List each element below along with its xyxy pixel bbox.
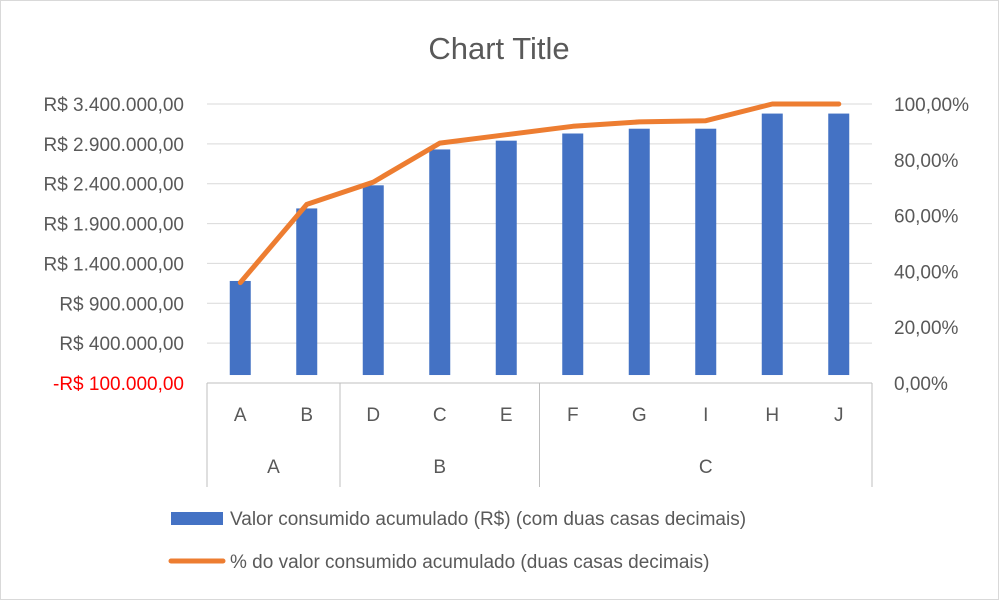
bar <box>429 149 451 376</box>
category-label: H <box>765 405 779 426</box>
left-tick-label: R$ 900.000,00 <box>59 294 184 315</box>
bar <box>296 208 318 376</box>
right-tick-label: 0,00% <box>894 374 948 395</box>
left-tick-label: R$ 2.400.000,00 <box>43 175 184 196</box>
group-label: A <box>267 457 280 478</box>
left-tick-label: R$ 1.900.000,00 <box>43 215 184 236</box>
bar <box>229 280 251 376</box>
bar <box>761 113 783 376</box>
left-tick-label: R$ 1.400.000,00 <box>43 254 184 275</box>
bar <box>362 185 384 376</box>
category-label: B <box>300 405 313 426</box>
category-label: F <box>567 405 579 426</box>
left-tick-label: -R$ 100.000,00 <box>53 374 184 395</box>
legend: Valor consumido acumulado (R$) (com duas… <box>168 509 746 573</box>
bar <box>828 113 850 376</box>
gridlines <box>207 103 872 384</box>
category-label: A <box>234 405 247 426</box>
right-tick-label: 100,00% <box>894 95 969 116</box>
legend-line-label: % do valor consumido acumulado (duas cas… <box>230 552 709 573</box>
category-label: J <box>834 405 844 426</box>
left-tick-label: R$ 3.400.000,00 <box>43 95 184 116</box>
right-tick-label: 40,00% <box>894 262 959 283</box>
right-axis-labels: 0,00% 20,00% 40,00% 60,00% 80,00% 100,00% <box>894 95 969 395</box>
left-axis-labels: -R$ 100.000,00 R$ 400.000,00 R$ 900.000,00… <box>43 95 184 395</box>
category-label: D <box>366 405 380 426</box>
category-axis: A B D C E F G I H J A B C <box>206 382 873 487</box>
right-tick-label: 60,00% <box>894 207 959 228</box>
category-label: G <box>632 405 647 426</box>
line-series <box>237 101 842 286</box>
category-label: E <box>500 405 513 426</box>
group-label: B <box>433 457 446 478</box>
category-label: I <box>703 405 708 426</box>
right-tick-label: 20,00% <box>894 318 959 339</box>
legend-bar-label: Valor consumido acumulado (R$) (com duas… <box>230 509 746 530</box>
left-tick-label: R$ 400.000,00 <box>59 334 184 355</box>
bar <box>628 128 650 376</box>
legend-bar-swatch <box>171 512 223 525</box>
bar-series <box>229 113 850 376</box>
series-line <box>237 101 842 286</box>
bar <box>562 133 584 376</box>
group-label: C <box>699 457 713 478</box>
bar <box>495 140 517 376</box>
bar <box>695 128 717 376</box>
category-label: C <box>433 405 447 426</box>
chart-title: Chart Title <box>428 31 569 66</box>
left-tick-label: R$ 2.900.000,00 <box>43 135 184 156</box>
right-tick-label: 80,00% <box>894 151 959 172</box>
